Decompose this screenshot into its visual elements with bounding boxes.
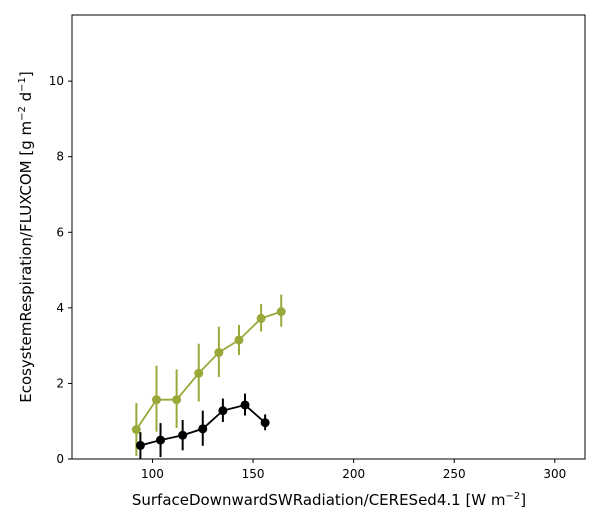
series-2	[135, 393, 270, 459]
y-tick-label: 10	[49, 74, 64, 88]
series-layer	[131, 294, 286, 459]
y-axis-label-mid: d	[17, 92, 35, 106]
y-axis-label-end: ]	[17, 71, 35, 77]
y-axis-label-sup2: −1	[17, 77, 28, 92]
y-tick-label: 4	[56, 301, 64, 315]
x-tick-label: 200	[342, 467, 365, 481]
data-point	[151, 395, 161, 405]
series-1	[131, 294, 286, 456]
plot-frame	[71, 14, 586, 460]
series-line	[135, 310, 282, 431]
data-point	[178, 430, 188, 440]
data-point	[156, 435, 166, 445]
data-point	[276, 307, 286, 317]
data-point	[240, 400, 250, 410]
y-axis-label-sup1: −2	[17, 106, 28, 121]
x-tick-label: 100	[141, 467, 164, 481]
y-axis-label: EcosystemRespiration/FLUXCOM [g m−2 d−1]	[17, 71, 35, 403]
data-point	[198, 424, 208, 434]
x-axis-label-sup: −2	[506, 491, 521, 502]
x-tick-label: 300	[543, 467, 566, 481]
x-axis-label-end: ]	[520, 491, 526, 509]
data-point	[234, 335, 244, 345]
data-point	[214, 347, 224, 357]
y-axis-label-main: EcosystemRespiration/FLUXCOM [g m	[17, 121, 35, 403]
data-point	[260, 418, 270, 428]
x-tick-label: 250	[443, 467, 466, 481]
x-axis-label-main: SurfaceDownwardSWRadiation/CERESed4.1 [W…	[132, 491, 506, 509]
data-point	[131, 425, 141, 435]
x-axis-label: SurfaceDownwardSWRadiation/CERESed4.1 [W…	[132, 491, 526, 509]
y-tick-label: 8	[56, 150, 64, 164]
data-point	[256, 313, 266, 323]
y-tick-label: 0	[56, 452, 64, 466]
ticks-layer: 100 150 200 250 300 0 2 4 6 8 10	[49, 74, 567, 481]
x-tick-label: 150	[242, 467, 265, 481]
y-tick-label: 6	[56, 225, 64, 239]
data-point	[194, 368, 204, 378]
data-point	[218, 406, 228, 416]
data-point	[172, 395, 182, 405]
data-point	[135, 440, 145, 450]
y-tick-label: 2	[56, 376, 64, 390]
